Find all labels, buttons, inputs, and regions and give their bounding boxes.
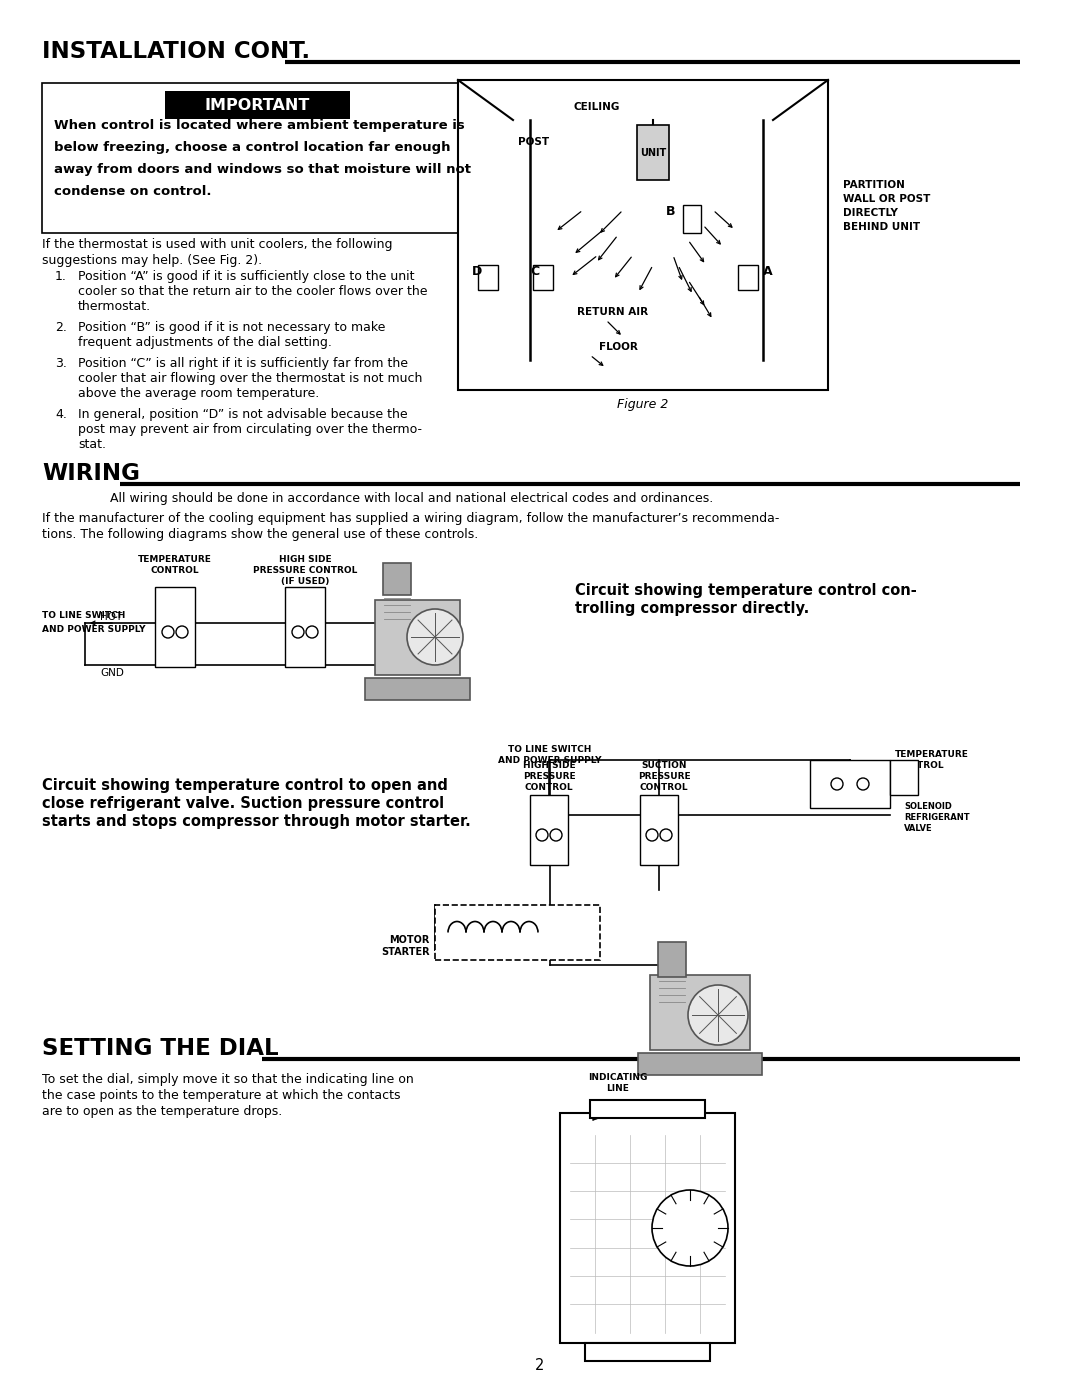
Text: 4.: 4. — [55, 408, 67, 420]
Text: AND POWER SUPPLY: AND POWER SUPPLY — [42, 624, 146, 634]
Text: HIGH SIDE
PRESSURE CONTROL
(IF USED): HIGH SIDE PRESSURE CONTROL (IF USED) — [253, 555, 357, 587]
Text: TO LINE SWITCH: TO LINE SWITCH — [42, 610, 125, 620]
Text: tions. The following diagrams show the general use of these controls.: tions. The following diagrams show the g… — [42, 528, 478, 541]
Circle shape — [162, 626, 174, 638]
Text: When control is located where ambient temperature is: When control is located where ambient te… — [54, 119, 464, 131]
Bar — [738, 265, 758, 291]
Text: cooler so that the return air to the cooler flows over the: cooler so that the return air to the coo… — [78, 285, 428, 298]
Text: RETURN AIR: RETURN AIR — [578, 307, 649, 317]
Bar — [156, 587, 195, 666]
Text: PARTITION
WALL OR POST
DIRECTLY
BEHIND UNIT: PARTITION WALL OR POST DIRECTLY BEHIND U… — [843, 180, 930, 232]
Text: post may prevent air from circulating over the thermo-: post may prevent air from circulating ov… — [78, 423, 422, 436]
Text: Circuit showing temperature control to open and: Circuit showing temperature control to o… — [42, 778, 448, 793]
Text: 2.: 2. — [55, 321, 67, 334]
Text: Position “A” is good if it is sufficiently close to the unit: Position “A” is good if it is sufficient… — [78, 270, 415, 284]
Circle shape — [688, 985, 748, 1045]
Circle shape — [292, 626, 303, 638]
Bar — [458, 80, 828, 390]
Text: If the thermostat is used with unit coolers, the following: If the thermostat is used with unit cool… — [42, 237, 392, 251]
Text: trolling compressor directly.: trolling compressor directly. — [575, 601, 809, 616]
Circle shape — [652, 1190, 728, 1266]
Text: In general, position “D” is not advisable because the: In general, position “D” is not advisabl… — [78, 408, 407, 420]
Bar — [658, 942, 686, 977]
Text: GND: GND — [100, 668, 124, 678]
Bar — [637, 124, 669, 180]
Text: SUCTION
PRESSURE
CONTROL: SUCTION PRESSURE CONTROL — [637, 761, 690, 792]
Bar — [683, 205, 701, 233]
Circle shape — [306, 626, 318, 638]
Bar — [285, 587, 325, 666]
Text: are to open as the temperature drops.: are to open as the temperature drops. — [42, 1105, 282, 1118]
Text: Circuit showing temperature control con-: Circuit showing temperature control con- — [575, 583, 917, 598]
Text: 3.: 3. — [55, 358, 67, 370]
Text: SOLENOID
REFRIGERANT
VALVE: SOLENOID REFRIGERANT VALVE — [904, 802, 970, 833]
Bar — [640, 795, 678, 865]
Bar — [435, 905, 600, 960]
Text: frequent adjustments of the dial setting.: frequent adjustments of the dial setting… — [78, 337, 332, 349]
Text: the case points to the temperature at which the contacts: the case points to the temperature at wh… — [42, 1090, 401, 1102]
Text: TO LINE SWITCH
AND POWER SUPPLY: TO LINE SWITCH AND POWER SUPPLY — [498, 745, 602, 766]
Text: CEILING: CEILING — [573, 102, 619, 112]
Text: A: A — [762, 265, 772, 278]
Text: If the manufacturer of the cooling equipment has supplied a wiring diagram, foll: If the manufacturer of the cooling equip… — [42, 511, 780, 525]
Text: All wiring should be done in accordance with local and national electrical codes: All wiring should be done in accordance … — [110, 492, 713, 504]
Text: 1.: 1. — [55, 270, 67, 284]
Text: thermostat.: thermostat. — [78, 300, 151, 313]
Bar — [164, 91, 350, 119]
Text: away from doors and windows so that moisture will not: away from doors and windows so that mois… — [54, 163, 471, 176]
Text: INDICATING
LINE: INDICATING LINE — [589, 1073, 648, 1092]
Bar — [42, 82, 472, 233]
Text: close refrigerant valve. Suction pressure control: close refrigerant valve. Suction pressur… — [42, 796, 444, 812]
Bar — [365, 678, 470, 700]
Text: IMPORTANT: IMPORTANT — [204, 98, 310, 113]
Bar — [383, 563, 411, 595]
Bar — [534, 265, 553, 291]
Text: To set the dial, simply move it so that the indicating line on: To set the dial, simply move it so that … — [42, 1073, 414, 1085]
Circle shape — [176, 626, 188, 638]
Circle shape — [536, 828, 548, 841]
Text: above the average room temperature.: above the average room temperature. — [78, 387, 320, 400]
Text: TEMPERATURE
CONTROL: TEMPERATURE CONTROL — [138, 555, 212, 576]
Text: INSTALLATION CONT.: INSTALLATION CONT. — [42, 41, 310, 63]
Text: Position “C” is all right if it is sufficiently far from the: Position “C” is all right if it is suffi… — [78, 358, 408, 370]
Text: B: B — [665, 205, 675, 218]
Bar — [638, 1053, 762, 1076]
Text: UNIT: UNIT — [639, 148, 666, 158]
Bar — [561, 1113, 735, 1343]
Text: cooler that air flowing over the thermostat is not much: cooler that air flowing over the thermos… — [78, 372, 422, 386]
Text: HOT: HOT — [100, 612, 122, 622]
Text: suggestions may help. (See Fig. 2).: suggestions may help. (See Fig. 2). — [42, 254, 262, 267]
Circle shape — [646, 828, 658, 841]
Text: WIRING: WIRING — [42, 462, 140, 485]
Bar — [650, 975, 750, 1051]
Circle shape — [660, 828, 672, 841]
Text: SETTING THE DIAL: SETTING THE DIAL — [42, 1037, 279, 1060]
Bar — [585, 1343, 710, 1361]
Bar — [810, 760, 890, 807]
Bar — [478, 265, 498, 291]
Text: C: C — [530, 265, 539, 278]
Circle shape — [550, 828, 562, 841]
Text: condense on control.: condense on control. — [54, 184, 212, 198]
Bar — [590, 1099, 705, 1118]
Bar — [890, 760, 918, 795]
Text: starts and stops compressor through motor starter.: starts and stops compressor through moto… — [42, 814, 471, 828]
Text: below freezing, choose a control location far enough: below freezing, choose a control locatio… — [54, 141, 450, 154]
Text: Position “B” is good if it is not necessary to make: Position “B” is good if it is not necess… — [78, 321, 386, 334]
Text: FLOOR: FLOOR — [598, 342, 637, 352]
Text: POST: POST — [518, 137, 549, 147]
Text: HIGH SIDE
PRESSURE
CONTROL: HIGH SIDE PRESSURE CONTROL — [523, 761, 576, 792]
Circle shape — [407, 609, 463, 665]
Text: MOTOR
STARTER: MOTOR STARTER — [381, 935, 430, 957]
Text: Figure 2: Figure 2 — [618, 398, 669, 411]
Bar — [530, 795, 568, 865]
Text: D: D — [472, 265, 483, 278]
Text: 2: 2 — [536, 1358, 544, 1373]
Circle shape — [858, 778, 869, 789]
Circle shape — [831, 778, 843, 789]
Text: TEMPERATURE
CONTROL: TEMPERATURE CONTROL — [895, 750, 969, 770]
Bar — [375, 599, 460, 675]
Text: stat.: stat. — [78, 439, 106, 451]
